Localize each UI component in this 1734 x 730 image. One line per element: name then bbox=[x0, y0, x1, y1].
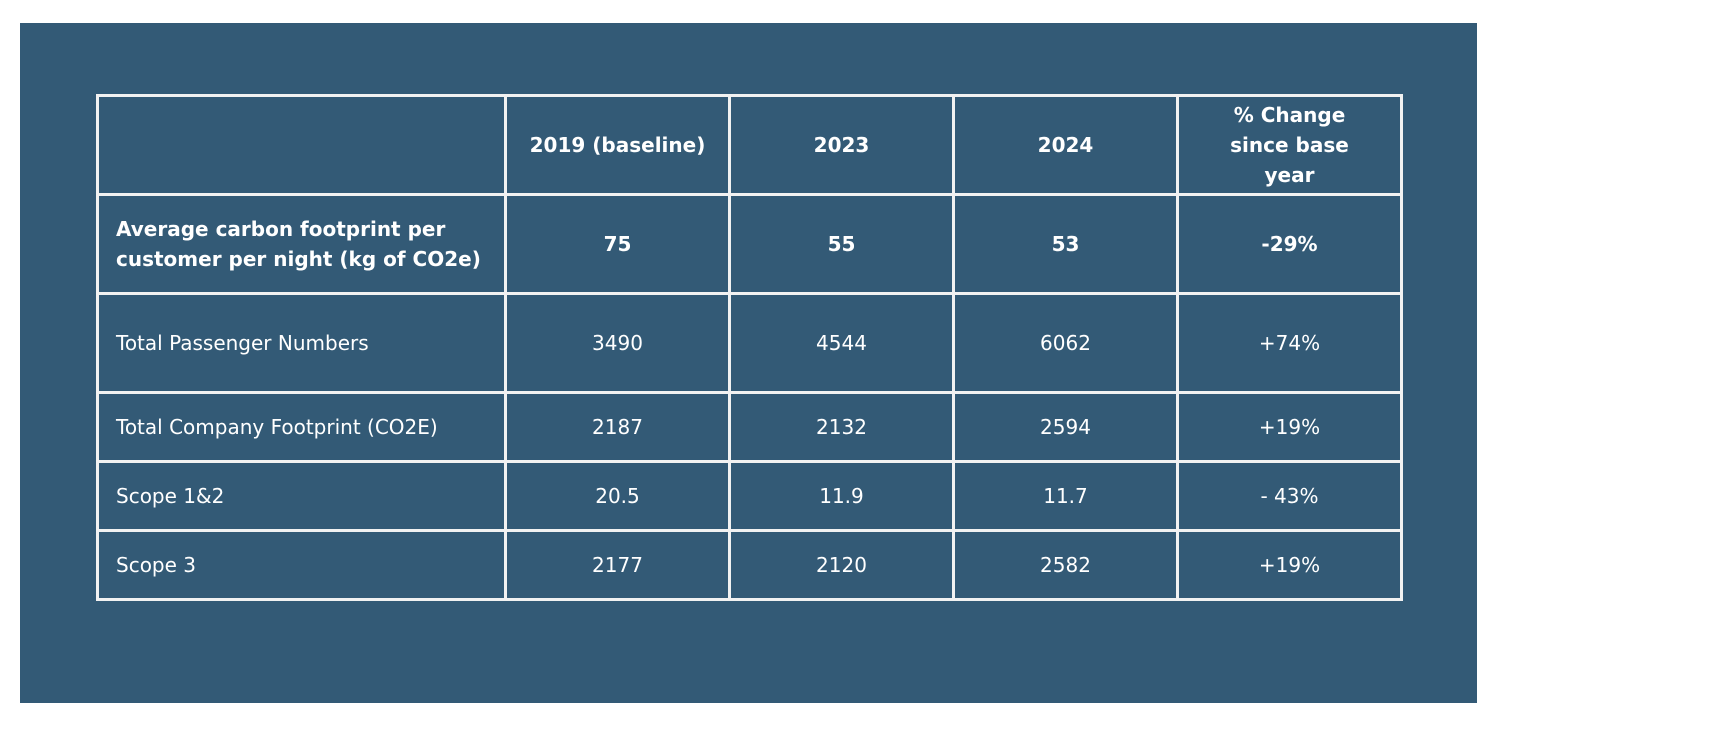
table-row: Scope 1&2 20.5 11.9 11.7 - 43% bbox=[96, 460, 1403, 532]
table-row: Average carbon footprint per customer pe… bbox=[96, 193, 1403, 295]
table-cell: -29% bbox=[1176, 193, 1403, 295]
table-row: Scope 3 2177 2120 2582 +19% bbox=[96, 529, 1403, 601]
column-header-2019: 2019 (baseline) bbox=[504, 94, 731, 196]
table-cell: 2582 bbox=[952, 529, 1179, 601]
column-header-change: % Change since base year bbox=[1176, 94, 1403, 196]
table-row: Total Company Footprint (CO2E) 2187 2132… bbox=[96, 391, 1403, 463]
row-label: Scope 3 bbox=[96, 529, 507, 601]
column-header-2023: 2023 bbox=[728, 94, 955, 196]
table-cell: 11.7 bbox=[952, 460, 1179, 532]
column-header-empty bbox=[96, 94, 507, 196]
table-cell: 2594 bbox=[952, 391, 1179, 463]
table-cell: - 43% bbox=[1176, 460, 1403, 532]
table-cell: 2132 bbox=[728, 391, 955, 463]
row-label: Average carbon footprint per customer pe… bbox=[96, 193, 507, 295]
table-cell: 55 bbox=[728, 193, 955, 295]
table-cell: 11.9 bbox=[728, 460, 955, 532]
table-cell: 4544 bbox=[728, 292, 955, 394]
row-label: Total Company Footprint (CO2E) bbox=[96, 391, 507, 463]
column-header-change-label: % Change since base year bbox=[1230, 103, 1349, 187]
table-panel: 2019 (baseline) 2023 2024 % Change since… bbox=[20, 23, 1477, 703]
table-cell: +19% bbox=[1176, 391, 1403, 463]
table-cell: 2120 bbox=[728, 529, 955, 601]
table-cell: 75 bbox=[504, 193, 731, 295]
table-cell: 2177 bbox=[504, 529, 731, 601]
row-label: Scope 1&2 bbox=[96, 460, 507, 532]
table-cell: 3490 bbox=[504, 292, 731, 394]
header-row: 2019 (baseline) 2023 2024 % Change since… bbox=[96, 94, 1403, 196]
column-header-2024: 2024 bbox=[952, 94, 1179, 196]
table-cell: 2187 bbox=[504, 391, 731, 463]
table-cell: 53 bbox=[952, 193, 1179, 295]
row-label: Total Passenger Numbers bbox=[96, 292, 507, 394]
table-cell: 6062 bbox=[952, 292, 1179, 394]
table-cell: +74% bbox=[1176, 292, 1403, 394]
table-row: Total Passenger Numbers 3490 4544 6062 +… bbox=[96, 292, 1403, 394]
table-cell: 20.5 bbox=[504, 460, 731, 532]
table-cell: +19% bbox=[1176, 529, 1403, 601]
carbon-footprint-table: 2019 (baseline) 2023 2024 % Change since… bbox=[96, 94, 1403, 601]
